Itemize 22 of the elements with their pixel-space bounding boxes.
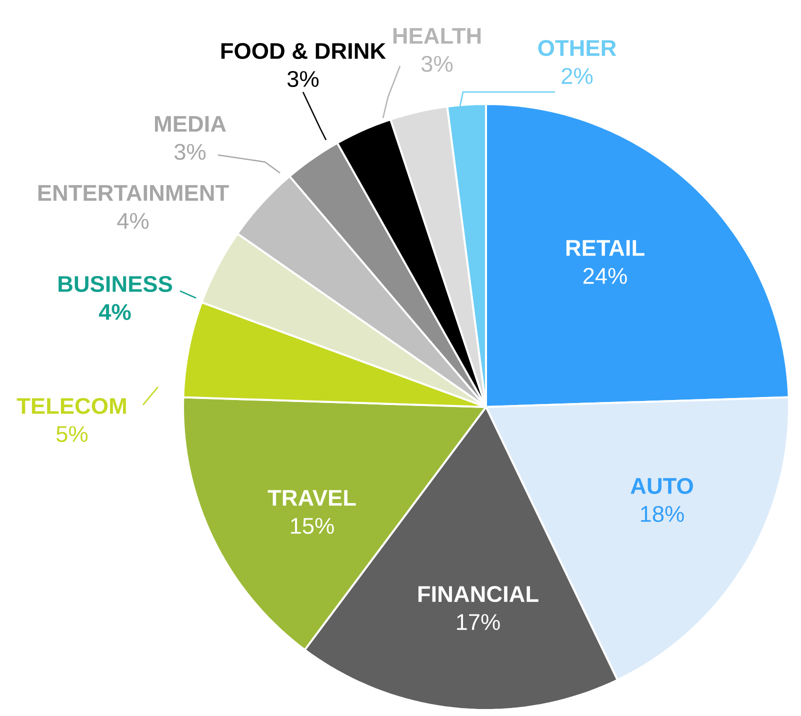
data-label: 15%: [291, 518, 334, 534]
data-label: 18%: [641, 506, 684, 522]
data-label: 5%: [56, 426, 88, 442]
slice-label: RETAIL: [566, 240, 644, 256]
slice-label: OTHER: [538, 40, 616, 56]
data-label: 3%: [287, 70, 319, 88]
slice-label: BUSINESS: [58, 276, 172, 292]
data-label: 3%: [421, 56, 453, 72]
slice-label: FOOD & DRINK: [221, 42, 386, 60]
slice-label: ENTERTAINMENT: [38, 185, 229, 201]
slice-label: TELECOM: [16, 398, 126, 414]
slice-label: AUTO: [630, 478, 693, 494]
data-label: 3%: [174, 144, 206, 160]
slice-label: TRAVEL: [268, 490, 356, 506]
data-label: 2%: [562, 68, 593, 84]
data-label: 17%: [457, 614, 500, 630]
slice-label: MEDIA: [155, 116, 226, 132]
data-label: 4%: [98, 304, 131, 320]
slice-label: HEALTH: [393, 28, 481, 44]
data-label: 24%: [583, 268, 627, 284]
data-label: 4%: [117, 212, 149, 229]
slice-label: FINANCIAL: [418, 586, 538, 602]
